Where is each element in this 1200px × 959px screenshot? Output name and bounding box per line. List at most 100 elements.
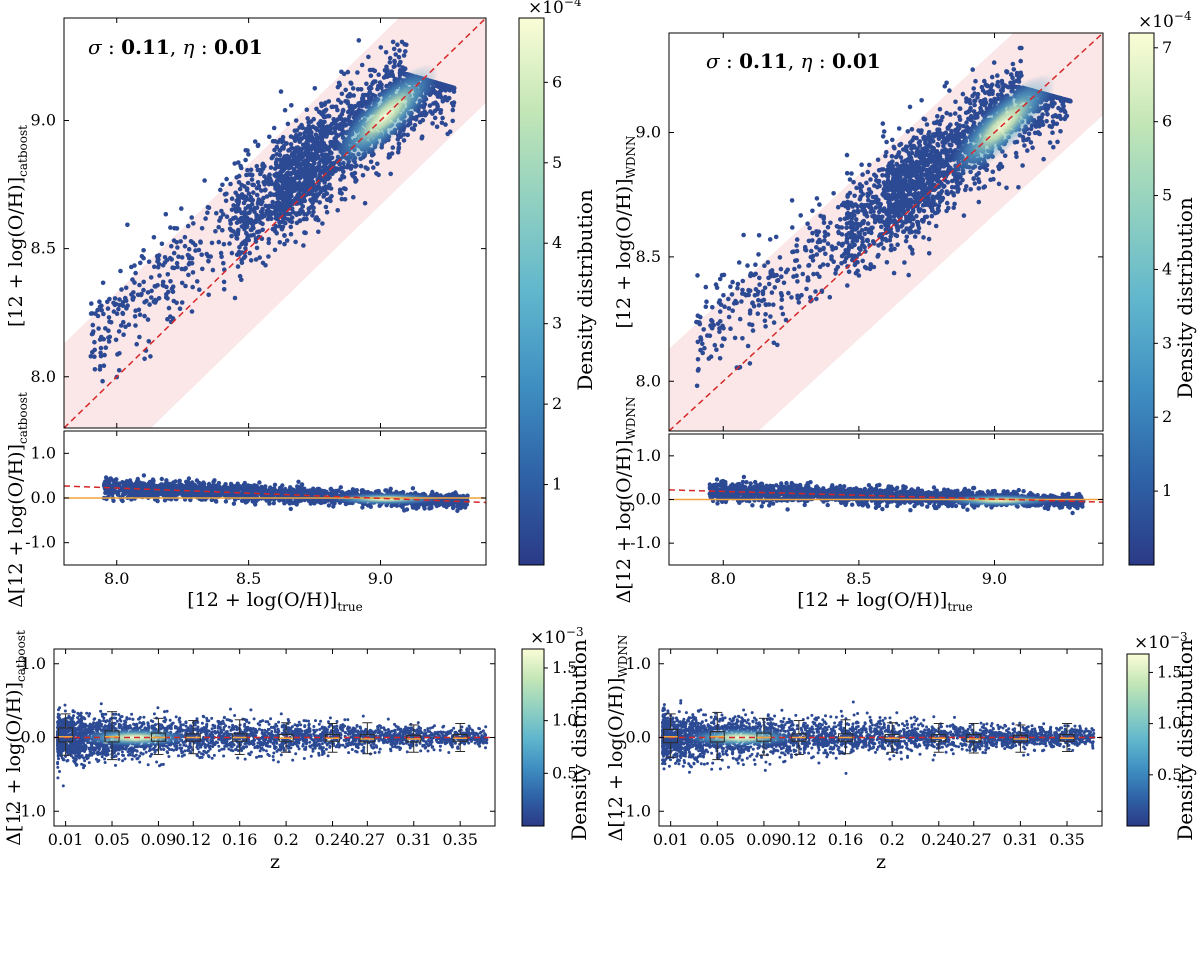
top-left-residual-panel: 8.0 8.5 9.0 -1.00.01.0 Δ[12 + log(O/H)]cat… [5, 392, 487, 614]
scatter-point [97, 337, 103, 342]
scatter-point [229, 233, 234, 239]
scatter-point [287, 158, 293, 164]
scatter-point [279, 226, 285, 232]
residual-point [433, 492, 438, 497]
scatter-point [371, 79, 377, 84]
scatter-point [282, 209, 288, 215]
scatter-point [374, 171, 379, 176]
scatter-point [320, 148, 325, 153]
scatter-point [322, 180, 327, 185]
colorbar-tick-label: 1 [552, 475, 562, 494]
scatter-point [358, 87, 364, 92]
scatter-point [152, 284, 158, 289]
residual-point [128, 480, 134, 486]
residual-point [245, 498, 250, 503]
scatter-point [339, 69, 344, 75]
scatter-point [252, 139, 258, 144]
scatter-point [235, 264, 241, 269]
residual-point [383, 488, 388, 493]
residual-point [141, 473, 147, 478]
scatter-point [306, 120, 311, 125]
colorbar-tick-label: 5 [552, 153, 562, 172]
scatter-point [300, 204, 306, 209]
scatter-point [121, 332, 126, 338]
scatter-point [293, 239, 298, 245]
scatter-point [273, 159, 279, 165]
scatter-point [118, 323, 124, 328]
scatter-point [891, 270, 897, 276]
scatter-point [957, 114, 962, 120]
scatter-point [161, 283, 166, 288]
scatter-point [209, 240, 215, 246]
scatter-point [221, 279, 227, 285]
scatter-point [333, 138, 338, 143]
scatter-point [349, 171, 355, 177]
residual-point [410, 486, 416, 491]
scatter-point [288, 142, 294, 147]
scatter-point [123, 298, 129, 304]
scatter-point [278, 207, 284, 212]
scatter-point [95, 307, 100, 313]
scatter-point [312, 144, 317, 150]
scatter-point [884, 139, 889, 145]
scatter-point [412, 122, 418, 128]
scatter-point [306, 210, 312, 215]
scatter-point [763, 324, 768, 329]
scatter-point [284, 238, 290, 243]
residual-point [273, 489, 279, 494]
scatter-point [395, 150, 401, 155]
scatter-point [179, 280, 185, 286]
scatter-point [243, 246, 248, 251]
scatter-point [315, 153, 320, 158]
scatter-point [196, 247, 202, 253]
scatter-point [186, 272, 191, 278]
scatter-point [266, 240, 272, 246]
scatter-point [260, 221, 265, 227]
scatter-point [937, 199, 943, 205]
residual-point [310, 499, 316, 505]
scatter-point [113, 337, 119, 343]
residual-point [213, 498, 219, 504]
residual-point [389, 503, 394, 509]
scatter-point [810, 208, 815, 214]
residual-point [127, 491, 132, 496]
top-left-residual-trend-line [64, 485, 486, 504]
residual-point [374, 489, 380, 494]
scatter-point [272, 204, 278, 209]
scatter-point [305, 138, 311, 144]
scatter-point [737, 316, 743, 322]
scatter-point [220, 182, 225, 188]
residual-point [458, 505, 463, 511]
scatter-point [156, 261, 162, 267]
scatter-point [313, 192, 319, 197]
scatter-point [125, 303, 130, 308]
scatter-point [179, 300, 185, 305]
scatter-point [254, 185, 260, 191]
scatter-point [807, 225, 812, 231]
scatter-point [800, 271, 806, 277]
scatter-point [125, 222, 130, 228]
scatter-point [280, 182, 286, 187]
scatter-point [216, 239, 222, 245]
scatter-point [142, 356, 147, 362]
scatter-point [399, 39, 405, 45]
scatter-point [278, 178, 284, 184]
residual-point [106, 493, 111, 499]
residual-point [329, 493, 334, 499]
residual-point [429, 505, 434, 510]
scatter-point [220, 228, 225, 233]
scatter-point [115, 352, 120, 357]
scatter-point [375, 86, 380, 92]
scatter-point [320, 221, 325, 226]
scatter-point [101, 311, 106, 317]
residual-point [280, 483, 285, 488]
residual-point [134, 479, 140, 484]
scatter-point [326, 129, 332, 135]
scatter-point [243, 157, 248, 163]
scatter-point [316, 122, 322, 127]
scatter-point [309, 151, 314, 156]
scatter-point [323, 114, 328, 119]
scatter-point [831, 191, 836, 196]
scatter-point [896, 126, 902, 131]
scatter-point [280, 134, 286, 140]
